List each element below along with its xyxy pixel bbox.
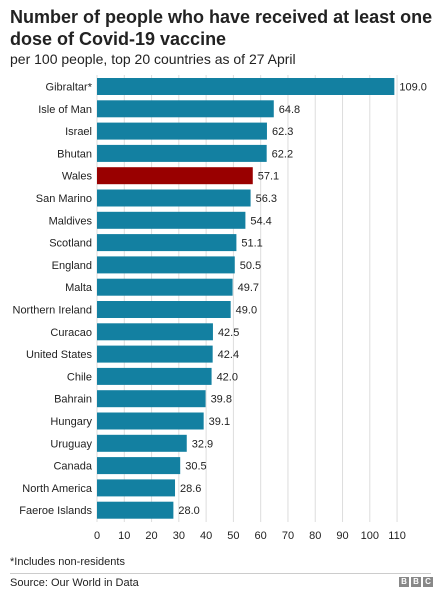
bar — [97, 457, 181, 475]
value-label: 28.6 — [180, 483, 201, 495]
category-label: Bhutan — [57, 148, 92, 160]
x-tick-label: 30 — [173, 530, 185, 542]
value-label: 30.5 — [185, 461, 206, 473]
value-label: 51.1 — [241, 238, 262, 250]
value-label: 49.7 — [238, 282, 259, 294]
value-label: 49.0 — [236, 305, 257, 317]
category-label: North America — [22, 483, 93, 495]
x-tick-label: 0 — [94, 530, 100, 542]
category-label: Northern Ireland — [13, 305, 93, 317]
x-tick-label: 100 — [361, 530, 379, 542]
bar — [97, 412, 204, 430]
value-label: 56.3 — [256, 193, 277, 205]
x-tick-label: 80 — [309, 530, 321, 542]
category-label: Chile — [67, 371, 92, 383]
value-label: 62.2 — [272, 148, 293, 160]
bar — [97, 479, 176, 497]
bar — [97, 434, 187, 452]
bar — [97, 122, 267, 140]
bars — [97, 78, 395, 519]
bar — [97, 345, 213, 363]
value-label: 42.4 — [218, 349, 239, 361]
bar — [97, 100, 274, 118]
value-label: 32.9 — [192, 438, 213, 450]
x-tick-label: 60 — [255, 530, 267, 542]
bar — [97, 78, 395, 95]
bar — [97, 234, 237, 252]
logo-letter: B — [411, 577, 421, 587]
gridlines — [96, 75, 398, 522]
category-label: Bahrain — [54, 394, 92, 406]
category-label: Maldives — [49, 215, 93, 227]
logo-letter: C — [423, 577, 433, 587]
bar-chart: Gibraltar* 109.0 Isle of Man 64.8 Israel 62.3… — [13, 75, 427, 542]
value-label: 39.8 — [211, 394, 232, 406]
value-label: 57.1 — [258, 171, 279, 183]
x-tick-label: 110 — [388, 530, 406, 542]
logo-letter: B — [399, 577, 409, 587]
x-tick-label: 70 — [282, 530, 294, 542]
category-label: Uruguay — [50, 438, 92, 450]
x-tick-label: 40 — [200, 530, 212, 542]
value-label: 62.3 — [272, 126, 293, 138]
source-divider — [10, 573, 431, 574]
category-label: Faeroe Islands — [19, 505, 92, 517]
bar — [97, 301, 231, 318]
labels: Gibraltar* 109.0 Isle of Man 64.8 Israel 62.3… — [13, 82, 427, 518]
category-label: San Marino — [36, 193, 92, 205]
bbc-logo: B B C — [399, 577, 433, 587]
bar — [97, 390, 206, 408]
category-label: Hungary — [50, 416, 92, 428]
category-label: Gibraltar* — [46, 82, 93, 94]
category-label: Wales — [62, 171, 93, 183]
category-label: United States — [26, 349, 93, 361]
bar — [97, 144, 267, 162]
value-label: 54.4 — [250, 215, 271, 227]
x-tick-label: 90 — [336, 530, 348, 542]
category-label: Isle of Man — [38, 104, 92, 116]
source-note: Source: Our World in Data — [10, 577, 139, 589]
chart-title: Number of people who have received at le… — [10, 7, 433, 49]
value-label: 28.0 — [178, 505, 199, 517]
bar — [97, 189, 251, 207]
bar — [97, 211, 246, 229]
category-label: England — [52, 260, 92, 272]
bar — [97, 367, 212, 385]
bar — [97, 323, 213, 341]
x-tick-label: 20 — [145, 530, 157, 542]
category-label: Israel — [65, 126, 92, 138]
chart-subtitle: per 100 people, top 20 countries as of 2… — [10, 51, 296, 67]
x-tick-label: 10 — [118, 530, 130, 542]
x-axis: 0 10 20 30 40 50 60 70 80 90 100 110 — [94, 530, 406, 542]
value-label: 50.5 — [240, 260, 261, 272]
category-label: Scotland — [49, 238, 92, 250]
value-label: 109.0 — [399, 82, 427, 94]
category-label: Canada — [53, 461, 92, 473]
value-label: 64.8 — [279, 104, 300, 116]
bar — [97, 167, 253, 185]
value-label: 42.0 — [217, 371, 238, 383]
category-label: Curacao — [50, 327, 92, 339]
x-tick-label: 50 — [227, 530, 239, 542]
value-label: 42.5 — [218, 327, 239, 339]
category-label: Malta — [65, 282, 93, 294]
bar — [97, 501, 174, 519]
footnote: *Includes non-residents — [10, 556, 125, 568]
bar — [97, 278, 233, 296]
bar — [97, 256, 235, 274]
value-label: 39.1 — [209, 416, 230, 428]
